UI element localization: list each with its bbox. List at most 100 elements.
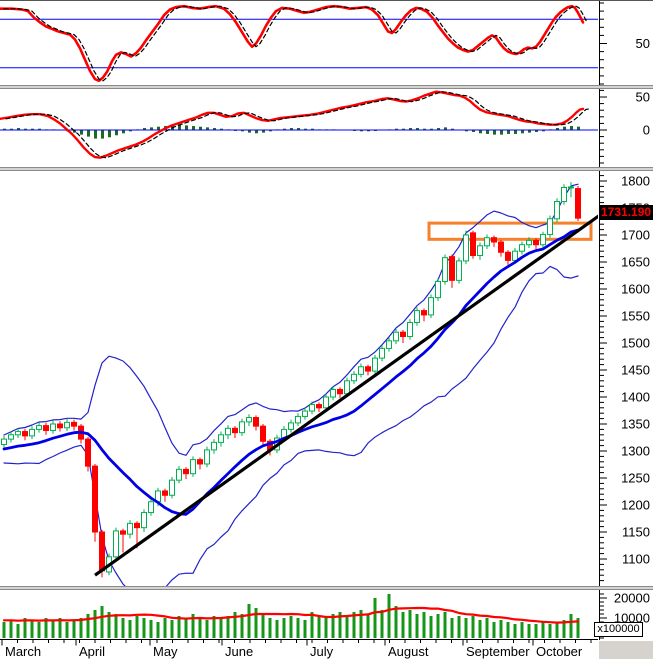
panel-splitter[interactable] (0, 167, 653, 171)
volume-bar (520, 622, 524, 638)
svg-text:1500: 1500 (621, 336, 650, 351)
volume-bar (107, 612, 111, 638)
svg-text:10000: 10000 (614, 611, 650, 626)
panel-splitters[interactable] (0, 0, 653, 590)
volume-bar (93, 610, 97, 638)
svg-text:1600: 1600 (621, 282, 650, 297)
candle-body (449, 256, 455, 281)
candle-body (568, 186, 574, 189)
candle-body (386, 340, 392, 349)
date-axis: March April May June July August September Octo… (1, 639, 592, 659)
volume-bar (149, 620, 153, 638)
svg-text:20000: 20000 (614, 591, 650, 606)
candle-body (36, 425, 42, 430)
candle-body (323, 396, 329, 409)
volume-bar (247, 604, 251, 638)
volume-bar (310, 612, 314, 638)
volume-bar (79, 618, 83, 638)
histogram-bar (115, 130, 118, 136)
volume-bar (65, 622, 69, 638)
histogram-bar (31, 128, 34, 130)
month-label: August (388, 644, 429, 659)
volume-bar (345, 616, 349, 638)
resistance-box (427, 221, 593, 241)
volume-bar (282, 618, 286, 638)
candle-body (162, 490, 168, 496)
candle-body (512, 250, 518, 261)
histogram-bar (108, 130, 111, 138)
histogram-bar (178, 124, 181, 130)
macd-panel[interactable]: 50 0 (0, 89, 650, 167)
histogram-bar (311, 128, 314, 130)
volume-bar (352, 612, 356, 638)
histogram-bar (556, 128, 559, 130)
candle-body (477, 245, 483, 257)
price-panel[interactable]: 1800175017001650160015501500145014001350… (1, 171, 651, 599)
volume-bar (436, 614, 440, 638)
histogram-bar (577, 126, 580, 130)
month-label: July (310, 644, 334, 659)
candle-body (456, 260, 462, 281)
histogram-bar (213, 128, 216, 130)
candle-body (204, 449, 210, 465)
candle-body (309, 404, 315, 412)
candle-body (50, 423, 56, 431)
histogram-bar (122, 130, 125, 134)
volume-bar (23, 618, 27, 638)
histogram-bar (10, 128, 13, 130)
histogram-bar (360, 130, 363, 132)
panel-splitter[interactable] (0, 85, 653, 89)
candle-body (414, 310, 420, 323)
svg-text:1400: 1400 (621, 390, 650, 405)
histogram-bar (192, 126, 195, 130)
candle-body (470, 232, 476, 257)
stochastic-line (0, 4, 585, 83)
volume-bar (58, 618, 62, 638)
volume-bar (562, 620, 566, 638)
panel-splitter[interactable] (0, 586, 653, 590)
candle-body (218, 434, 224, 443)
volume-bar (156, 622, 160, 638)
candle-body (358, 366, 364, 375)
candle-body (526, 239, 532, 246)
volume-panel[interactable]: 20000 10000 (0, 590, 650, 640)
histogram-bar (185, 125, 188, 130)
month-label: March (5, 644, 41, 659)
volume-bar (184, 618, 188, 638)
volume-bar (268, 618, 272, 638)
histogram-bar (367, 130, 370, 132)
candle-body (57, 423, 63, 429)
volume-bar (324, 618, 328, 638)
histogram-bar (535, 130, 538, 132)
histogram-bar (437, 128, 440, 130)
candle-body (400, 331, 406, 338)
volume-bar (506, 622, 510, 638)
candle-body (197, 459, 203, 465)
stochastic-panel[interactable]: 50 (0, 1, 650, 85)
last-price-flag: 1731.190 (600, 205, 653, 220)
volume-bar (289, 616, 293, 638)
volume-bar (135, 616, 139, 638)
histogram-bar (430, 128, 433, 130)
candle-body (85, 438, 91, 467)
volume-bar (408, 610, 412, 638)
volume-bar (429, 616, 433, 638)
volume-bar (380, 610, 384, 638)
histogram-bar (157, 126, 160, 130)
candle-body (547, 218, 553, 235)
volume-bar (30, 620, 34, 638)
histogram-bar (38, 128, 41, 130)
histogram-bar (395, 128, 398, 130)
histogram-bar (269, 130, 272, 132)
candle-body (533, 239, 539, 246)
histogram-bar (402, 128, 405, 130)
histogram-bar (465, 130, 468, 132)
svg-text:1100: 1100 (622, 552, 650, 567)
histogram-bar (479, 130, 482, 134)
volume-bar (100, 606, 104, 638)
histogram-bar (563, 126, 566, 130)
volume-bar (191, 614, 195, 638)
candle-body (246, 417, 252, 423)
histogram-bar (416, 128, 419, 130)
